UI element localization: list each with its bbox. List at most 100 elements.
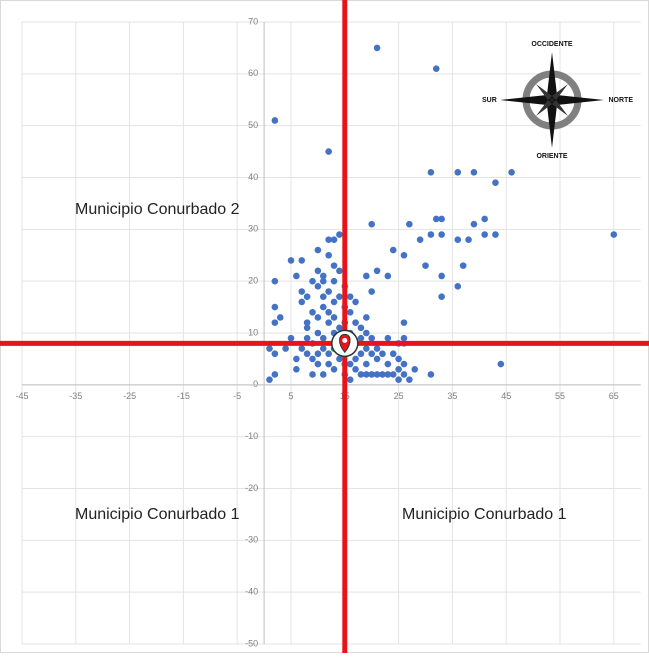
y-tick-label: 0	[253, 379, 258, 389]
point	[492, 179, 499, 186]
point	[400, 334, 408, 342]
point	[363, 272, 370, 280]
point	[303, 324, 311, 332]
point	[266, 345, 273, 352]
compass-point	[536, 100, 552, 116]
point	[454, 236, 462, 243]
point	[325, 148, 332, 155]
y-tick-label: 10	[248, 327, 258, 337]
point	[363, 360, 370, 368]
point	[389, 371, 397, 378]
point	[325, 360, 332, 368]
point	[352, 365, 359, 373]
point	[352, 298, 359, 306]
point	[325, 236, 332, 243]
pin-icon	[339, 333, 351, 354]
x-tick-label: -5	[233, 391, 241, 401]
point	[395, 355, 402, 363]
point	[427, 371, 435, 378]
point	[373, 345, 381, 352]
y-tick-label: -20	[245, 483, 258, 493]
point	[481, 215, 488, 223]
compass-label: OCCIDENTE	[531, 41, 573, 48]
x-tick-label: -45	[15, 391, 28, 401]
point	[346, 376, 354, 383]
point	[319, 293, 327, 301]
point	[309, 371, 316, 378]
point	[325, 319, 332, 326]
point	[438, 215, 445, 223]
compass-point	[547, 52, 557, 100]
compass-point	[552, 84, 568, 100]
point	[271, 303, 279, 311]
point	[293, 355, 300, 363]
point	[384, 360, 392, 368]
point	[330, 277, 338, 285]
point	[379, 350, 386, 358]
point	[314, 267, 322, 275]
x-tick-label: -25	[123, 391, 136, 401]
point	[492, 231, 499, 238]
point	[271, 371, 279, 378]
point	[271, 319, 279, 326]
point	[319, 371, 327, 378]
point	[303, 319, 311, 326]
point	[314, 329, 322, 337]
point	[330, 236, 338, 243]
point	[384, 272, 392, 280]
point	[271, 117, 279, 124]
quadrant-label: Municipio Conurbado 2	[75, 201, 240, 218]
x-tick-label: 65	[609, 391, 619, 401]
y-tick-label: 60	[248, 68, 258, 78]
point	[470, 169, 478, 176]
x-tick-label: -15	[177, 391, 190, 401]
point	[319, 272, 327, 280]
point	[432, 65, 440, 72]
point	[400, 251, 408, 259]
point	[314, 360, 322, 368]
point	[266, 376, 273, 383]
x-tick-label: 45	[501, 391, 511, 401]
point	[411, 365, 419, 373]
point	[319, 277, 327, 285]
point	[330, 262, 338, 269]
point	[406, 220, 413, 228]
point	[400, 360, 408, 368]
point	[325, 288, 332, 295]
point	[368, 334, 376, 342]
point	[465, 236, 472, 243]
y-tick-label: -10	[245, 431, 258, 441]
point	[357, 350, 365, 358]
point	[384, 371, 392, 378]
point	[438, 272, 445, 280]
compass-point	[500, 95, 552, 105]
point	[336, 293, 343, 301]
point	[395, 376, 402, 383]
point	[508, 169, 515, 176]
point	[368, 350, 376, 358]
point	[363, 345, 370, 352]
quadrant-label: Municipio Conurbado 1	[402, 506, 567, 523]
point	[298, 288, 306, 295]
point	[363, 329, 370, 337]
point	[325, 350, 332, 358]
point	[282, 345, 289, 352]
point	[319, 345, 327, 352]
compass-point	[552, 100, 568, 116]
point	[389, 246, 397, 254]
point	[314, 350, 322, 358]
pin-dot	[342, 337, 348, 343]
point	[481, 231, 488, 238]
y-tick-label: 40	[248, 172, 258, 182]
point	[422, 262, 429, 269]
point	[303, 293, 311, 301]
y-tick-label: 30	[248, 224, 258, 234]
point	[346, 293, 354, 301]
point	[497, 360, 505, 368]
point	[346, 308, 354, 316]
point	[303, 350, 311, 358]
point	[357, 324, 365, 332]
point	[336, 324, 343, 332]
